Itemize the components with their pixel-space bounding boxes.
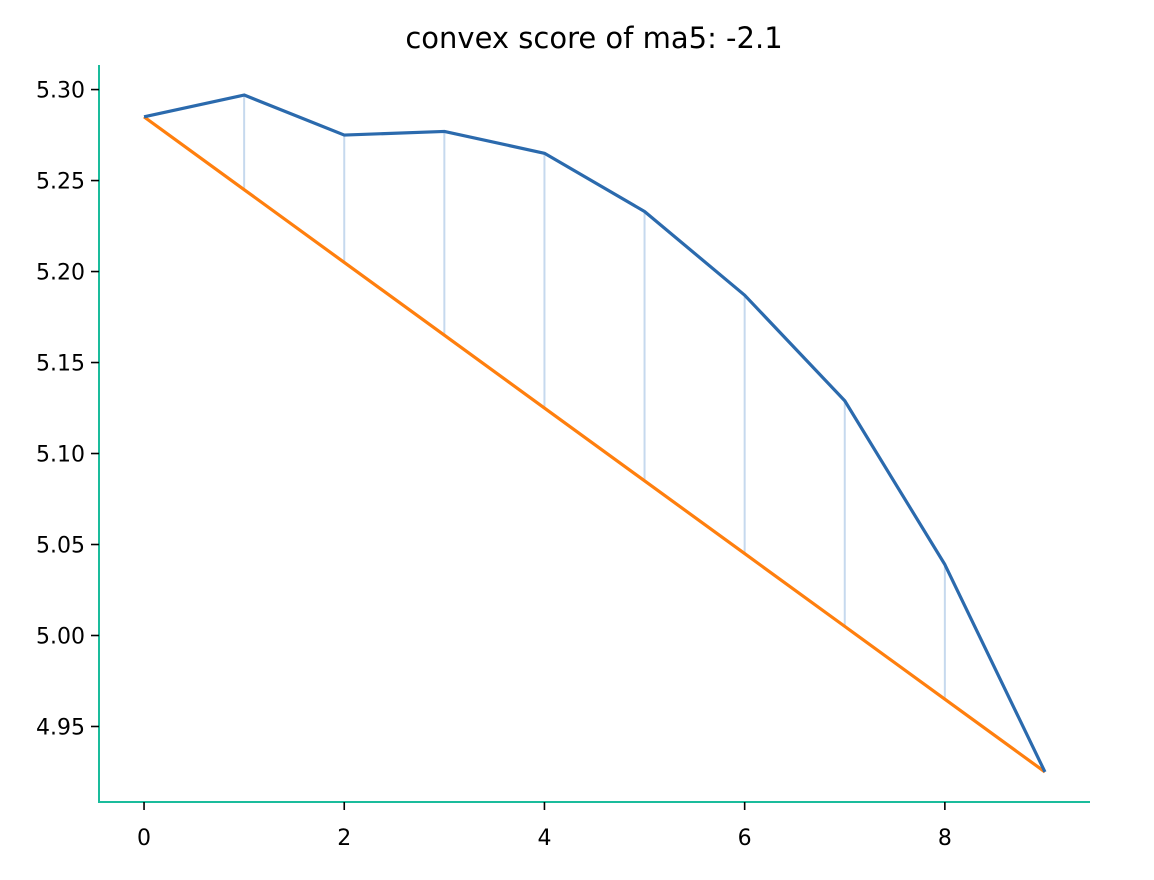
series-layer (143, 93, 1047, 774)
x-tick-label: 2 (337, 826, 351, 851)
x-tick-label: 0 (137, 826, 151, 851)
y-tick-label: 5.30 (36, 79, 85, 104)
x-tick-label: 4 (537, 826, 551, 851)
y-tick-label: 5.05 (36, 534, 85, 559)
x-tick-label: 8 (938, 826, 952, 851)
y-tick-label: 5.10 (36, 443, 85, 468)
y-tick-label: 4.95 (36, 715, 85, 740)
series-line-0 (143, 93, 1047, 773)
y-tick-label: 5.15 (36, 352, 85, 377)
connector-lines (243, 95, 946, 700)
y-tick-label: 5.00 (36, 624, 85, 649)
x-tick-label: 6 (738, 826, 752, 851)
chart-title: convex score of ma5: -2.1 (405, 21, 782, 55)
axes: 0 2 4 6 8 4.95 5.00 5.05 5.10 5.15 5.20 5.25 5.30 (36, 65, 1090, 851)
y-tick-label: 5.25 (36, 170, 85, 195)
series-line-1 (143, 115, 1046, 774)
y-tick-label: 5.20 (36, 261, 85, 286)
